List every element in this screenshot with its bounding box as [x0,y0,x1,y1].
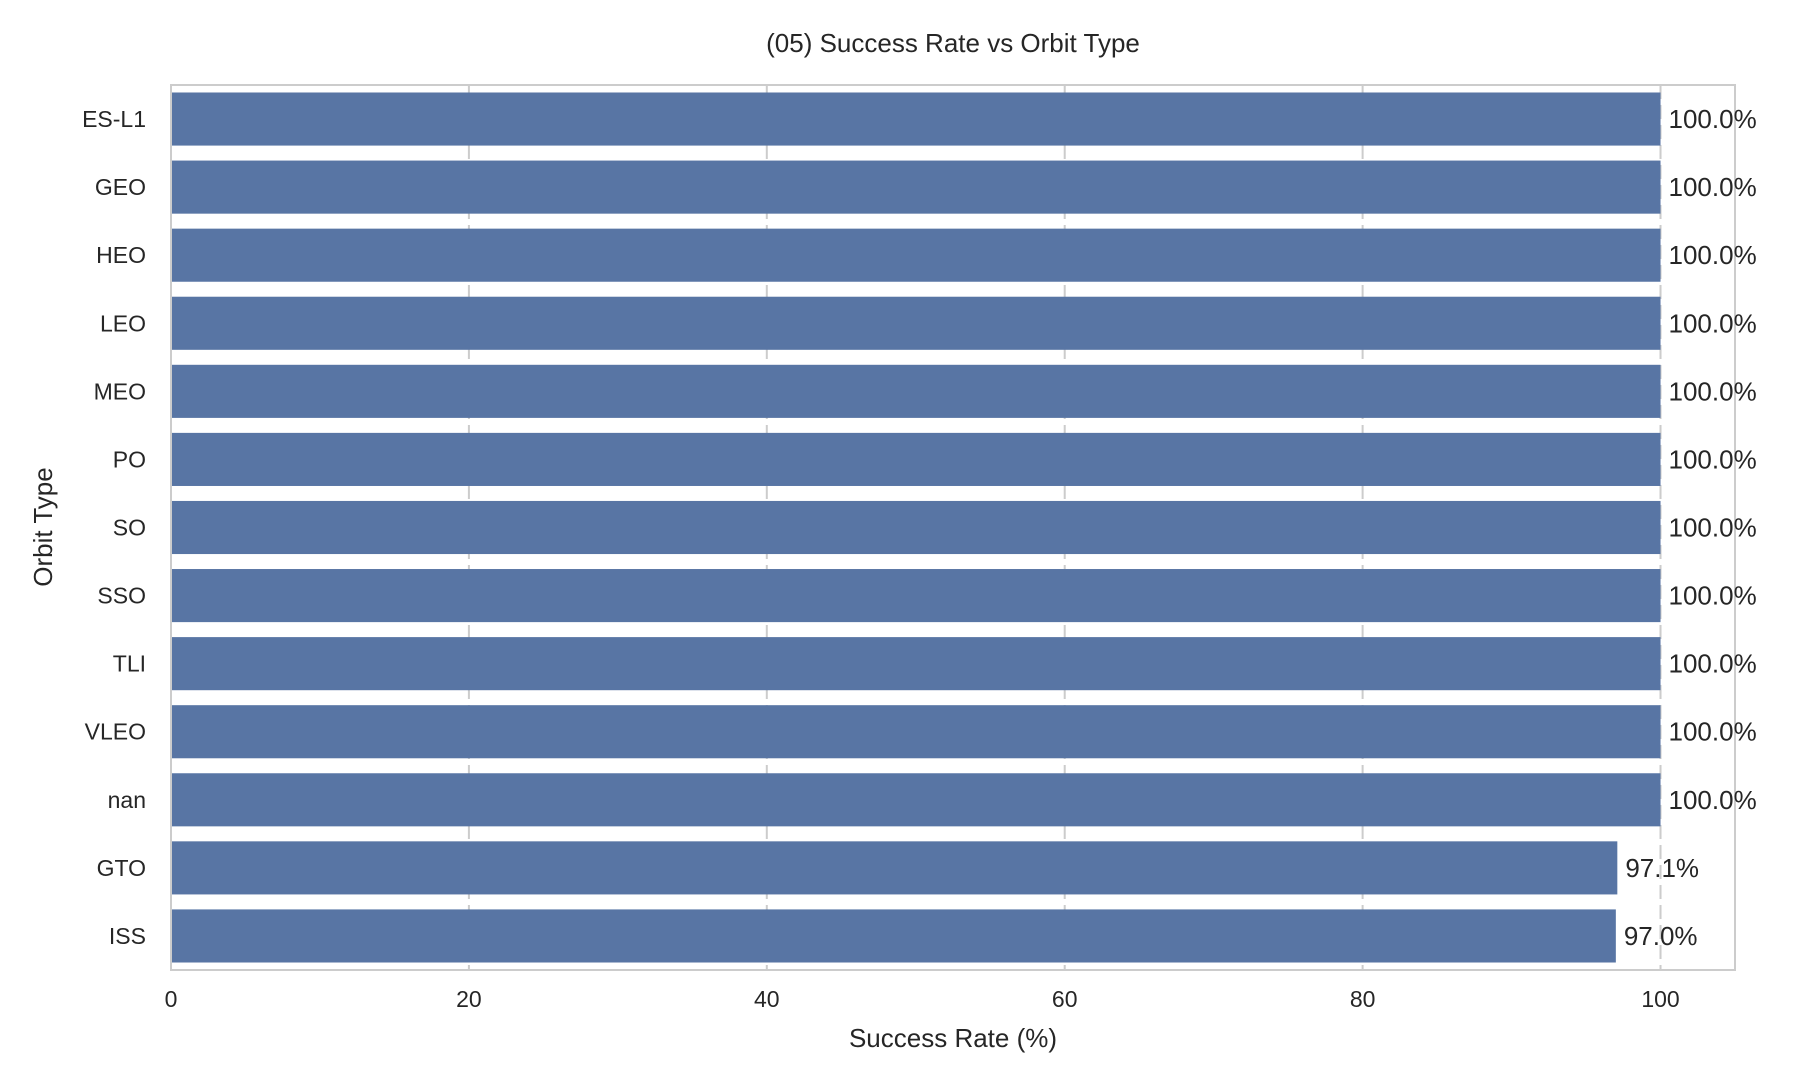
bar-so [171,500,1661,555]
bar-geo [171,160,1661,214]
y-tick-label: GTO [97,855,146,881]
x-tick-label: 80 [1350,986,1376,1012]
bar-po [171,432,1661,486]
y-tick-label: GEO [95,174,146,200]
y-tick-label: MEO [94,378,146,404]
data-label: 100.0% [1669,717,1757,747]
data-label: 100.0% [1669,649,1757,679]
y-tick-label: ISS [109,923,146,949]
bar-meo [171,364,1661,418]
y-tick-label: ES-L1 [82,106,146,132]
bar-iss [171,909,1616,963]
bar-nan [171,773,1661,827]
x-tick-label: 100 [1641,986,1679,1012]
bar-es-l1 [171,92,1661,146]
y-tick-label: SO [113,515,146,541]
data-label: 100.0% [1669,376,1757,406]
bar-tli [171,637,1661,691]
y-tick-label: SSO [97,583,146,609]
data-label: 100.0% [1669,172,1757,202]
bar-vleo [171,705,1661,759]
x-tick-label: 60 [1052,986,1078,1012]
bar-leo [171,296,1661,350]
y-tick-label: nan [108,787,146,813]
y-tick-label: LEO [100,310,146,336]
data-label: 100.0% [1669,513,1757,543]
x-axis-ticks: 0 20 40 60 80 100 [165,986,1680,1012]
plot-frame [170,84,1736,971]
x-axis-label: Success Rate (%) [849,1023,1057,1053]
bar-heo [171,228,1661,282]
y-axis-label: Orbit Type [28,467,58,586]
data-label: 100.0% [1669,581,1757,611]
x-tick-label: 0 [165,986,178,1012]
data-label: 100.0% [1669,104,1757,134]
chart-title: (05) Success Rate vs Orbit Type [766,28,1140,58]
y-tick-label: TLI [113,651,146,677]
data-label: 100.0% [1669,444,1757,474]
data-label: 100.0% [1669,308,1757,338]
y-tick-label: PO [113,446,146,472]
data-label: 100.0% [1669,785,1757,815]
data-labels: 100.0% 100.0% 100.0% 100.0% 100.0% 100.0% 100.… [1624,104,1757,951]
y-tick-label: HEO [96,242,146,268]
data-label: 100.0% [1669,240,1757,270]
data-label: 97.1% [1625,853,1699,883]
y-tick-label: VLEO [85,719,146,745]
bar-gto [171,841,1618,895]
x-tick-label: 40 [754,986,780,1012]
y-axis-ticks: ES-L1 GEO HEO LEO MEO PO SO SSO TLI VLEO nan GTO ISS [82,106,146,949]
data-label: 97.0% [1624,921,1698,951]
x-tick-label: 20 [456,986,482,1012]
bars [171,92,1661,963]
bar-sso [171,569,1661,623]
